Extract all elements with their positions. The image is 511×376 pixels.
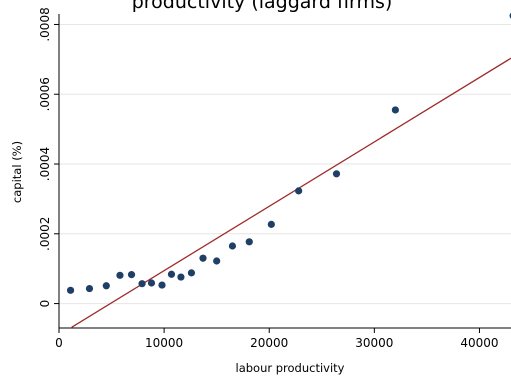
data-point: [213, 257, 221, 265]
points-layer: [66, 12, 511, 294]
data-point: [116, 271, 124, 279]
y-tick-label: .0008: [38, 7, 52, 41]
data-point: [138, 280, 146, 288]
data-point: [187, 269, 196, 277]
fit-line-layer: [71, 57, 511, 328]
y-tick-label: 0: [38, 300, 52, 308]
chart-title: productivity (laggard firms): [132, 0, 393, 13]
x-tick-label: 0: [55, 336, 63, 350]
data-point: [147, 279, 156, 287]
data-point: [102, 282, 110, 290]
x-axis-label: labour productivity: [236, 361, 345, 375]
data-point: [66, 286, 75, 294]
data-point: [391, 106, 399, 114]
fit-line: [71, 57, 511, 328]
data-point: [167, 270, 176, 278]
y-tick-label: .0006: [38, 77, 52, 111]
data-point: [85, 284, 94, 293]
data-point: [245, 238, 253, 246]
data-point: [177, 273, 185, 281]
data-point: [295, 187, 303, 195]
x-tick-label: 30000: [355, 336, 393, 350]
y-tick-label: .0004: [38, 147, 52, 181]
data-point: [127, 271, 136, 279]
data-point: [228, 242, 237, 250]
grid-layer: [59, 23, 511, 305]
axis-layer: 0 .0002 .0004 .0006 .0008 0 10000 20000 30000 400…: [38, 7, 511, 350]
data-point: [332, 170, 341, 178]
x-tick-label: 40000: [460, 336, 498, 350]
x-tick-label: 20000: [250, 336, 288, 350]
y-tick-label: .0002: [38, 217, 52, 251]
data-point: [158, 281, 166, 289]
data-point: [199, 254, 207, 262]
y-axis-label: capital (%): [10, 141, 24, 203]
x-tick-label: 10000: [145, 336, 183, 350]
data-point: [267, 220, 275, 228]
